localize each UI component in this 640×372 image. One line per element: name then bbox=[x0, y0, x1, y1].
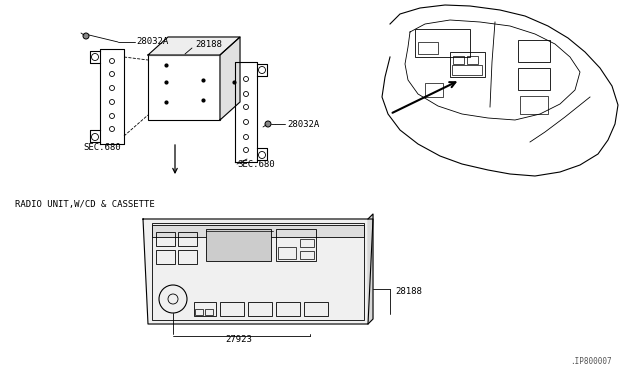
Bar bbox=[304, 302, 328, 316]
Bar bbox=[425, 83, 443, 97]
Polygon shape bbox=[143, 219, 373, 324]
Bar bbox=[276, 229, 316, 261]
Text: 28188: 28188 bbox=[195, 40, 222, 49]
Polygon shape bbox=[148, 37, 240, 55]
Bar bbox=[248, 302, 272, 316]
Text: 28032A: 28032A bbox=[287, 120, 319, 129]
Bar bbox=[520, 96, 548, 114]
Bar bbox=[152, 223, 364, 320]
Bar bbox=[453, 56, 464, 64]
Text: 28188: 28188 bbox=[395, 287, 422, 296]
Bar bbox=[467, 56, 478, 64]
Bar bbox=[178, 232, 197, 246]
Bar bbox=[278, 247, 296, 259]
Bar bbox=[205, 309, 213, 315]
Bar bbox=[450, 52, 485, 77]
Bar bbox=[415, 29, 470, 57]
Bar bbox=[452, 65, 482, 75]
Bar bbox=[300, 251, 314, 259]
Text: 27923: 27923 bbox=[225, 335, 252, 344]
Text: .IP800007: .IP800007 bbox=[570, 357, 612, 366]
Bar bbox=[220, 302, 244, 316]
Bar bbox=[206, 229, 271, 261]
Bar bbox=[152, 225, 364, 237]
Text: SEC.680: SEC.680 bbox=[83, 143, 120, 152]
Text: SEC.680: SEC.680 bbox=[237, 160, 275, 169]
Bar bbox=[156, 250, 175, 264]
Bar bbox=[195, 309, 203, 315]
Bar bbox=[156, 232, 175, 246]
Bar bbox=[276, 302, 300, 316]
Bar bbox=[148, 55, 220, 120]
Bar bbox=[518, 40, 550, 62]
Bar bbox=[178, 250, 197, 264]
Bar bbox=[418, 42, 438, 54]
Bar bbox=[518, 68, 550, 90]
Text: RADIO UNIT,W/CD & CASSETTE: RADIO UNIT,W/CD & CASSETTE bbox=[15, 200, 155, 209]
Bar bbox=[300, 239, 314, 247]
Polygon shape bbox=[220, 37, 240, 120]
Circle shape bbox=[83, 33, 89, 39]
Polygon shape bbox=[368, 214, 373, 324]
Circle shape bbox=[265, 121, 271, 127]
Bar bbox=[194, 302, 216, 316]
Text: 28032A: 28032A bbox=[136, 37, 168, 46]
